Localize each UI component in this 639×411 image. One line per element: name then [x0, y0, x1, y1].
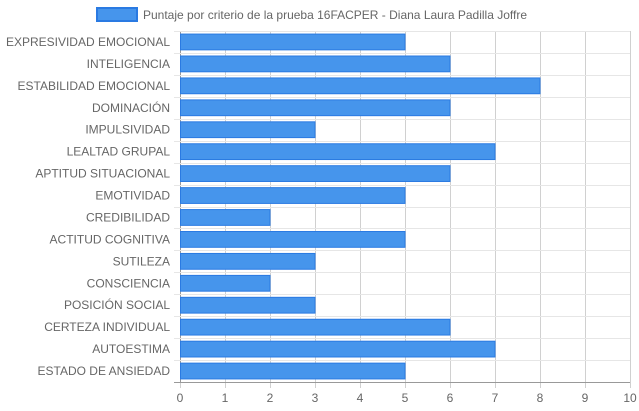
y-category-label: POSICIÓN SOCIAL — [64, 297, 170, 312]
y-category-label: ACTITUD COGNITIVA — [50, 232, 170, 246]
y-category-label: EXPRESIVIDAD EMOCIONAL — [6, 35, 170, 49]
bar[interactable] — [180, 252, 316, 270]
x-tick-label: 7 — [492, 391, 499, 405]
y-axis-labels: EXPRESIVIDAD EMOCIONAL INTELIGENCIA ESTABI… — [6, 35, 170, 378]
y-category-label: ESTADO DE ANSIEDAD — [38, 364, 171, 378]
legend-label[interactable]: Puntaje por criterio de la prueba 16FACP… — [143, 8, 527, 22]
x-tick-label: 2 — [267, 391, 274, 405]
x-axis-ticks: 0 1 2 3 4 5 6 7 8 9 10 — [177, 391, 637, 405]
legend[interactable]: Puntaje por criterio de la prueba 16FACP… — [96, 7, 527, 22]
bar[interactable] — [180, 318, 451, 336]
bar[interactable] — [180, 209, 271, 226]
bar[interactable] — [180, 340, 496, 358]
bar[interactable] — [180, 55, 451, 73]
y-category-label: EMOTIVIDAD — [95, 189, 170, 203]
y-category-label: CONSCIENCIA — [87, 276, 170, 290]
y-category-label: CREDIBILIDAD — [86, 210, 170, 224]
y-category-label: ESTABILIDAD EMOCIONAL — [18, 79, 171, 93]
y-category-label: LEALTAD GRUPAL — [67, 145, 171, 159]
bar[interactable] — [180, 99, 451, 117]
x-tick-label: 1 — [222, 391, 229, 405]
bar[interactable] — [180, 77, 541, 95]
x-tick-label: 3 — [312, 391, 319, 405]
y-category-label: APTITUD SITUACIONAL — [35, 167, 170, 181]
x-tick-label: 10 — [623, 391, 637, 405]
bar[interactable] — [180, 165, 451, 182]
x-tick-label: 6 — [447, 391, 454, 405]
y-category-label: DOMINACIÓN — [92, 100, 170, 115]
x-tick-label: 5 — [402, 391, 409, 405]
bars — [180, 33, 541, 380]
bar[interactable] — [180, 362, 406, 380]
bar[interactable] — [180, 187, 406, 204]
x-tick-label: 9 — [582, 391, 589, 405]
x-tick-label: 8 — [537, 391, 544, 405]
bar[interactable] — [180, 296, 316, 314]
y-category-label: CERTEZA INDIVIDUAL — [44, 320, 170, 334]
bar[interactable] — [180, 231, 406, 248]
y-category-label: INTELIGENCIA — [87, 57, 170, 71]
x-tick-label: 4 — [357, 391, 364, 405]
bar[interactable] — [180, 33, 406, 51]
bar[interactable] — [180, 143, 496, 161]
bar[interactable] — [180, 274, 271, 292]
y-category-label: IMPULSIVIDAD — [85, 123, 170, 137]
y-category-label: AUTOESTIMA — [92, 342, 170, 356]
bar[interactable] — [180, 121, 316, 139]
y-category-label: SUTILEZA — [113, 254, 170, 268]
legend-swatch[interactable] — [96, 7, 138, 22]
x-tick-label: 0 — [177, 391, 184, 405]
